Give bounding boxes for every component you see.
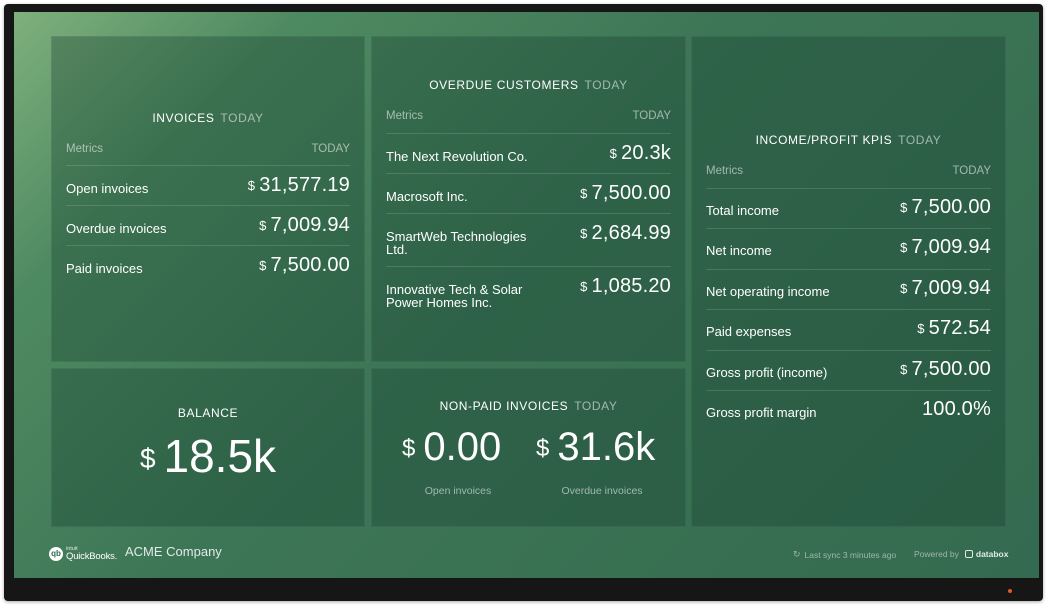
row-label: Macrosoft Inc. bbox=[386, 189, 468, 204]
income-profit-kpis-panel: INCOME/PROFIT KPIS TODAY Metrics TODAY T… bbox=[691, 36, 1006, 527]
table-row: Gross profit margin 100.0% bbox=[706, 390, 991, 430]
invoices-title: INVOICES TODAY bbox=[152, 111, 264, 125]
kpis-title: INCOME/PROFIT KPIS TODAY bbox=[755, 133, 942, 147]
databox-logo-icon: databox bbox=[964, 549, 1008, 559]
row-value: 100.0% bbox=[921, 398, 991, 420]
balance-panel: BALANCE $18.5k bbox=[51, 368, 365, 527]
overdue-period: TODAY bbox=[584, 78, 628, 92]
dashboard-footer: qb intuit QuickBooks. ACME Company ↻ Las… bbox=[14, 532, 1039, 578]
row-label: Net operating income bbox=[706, 284, 830, 299]
company-name: ACME Company bbox=[125, 544, 222, 559]
row-label: Net income bbox=[706, 243, 772, 258]
table-row: Total income $7,500.00 bbox=[706, 188, 991, 228]
header-metrics: Metrics bbox=[386, 110, 424, 122]
row-value: $20.3k bbox=[609, 142, 671, 164]
row-label: Innovative Tech & Solar Power Homes Inc. bbox=[386, 282, 523, 310]
table-row: Net operating income $7,009.94 bbox=[706, 269, 991, 309]
quickbooks-logo-icon: qb intuit QuickBooks. bbox=[49, 545, 117, 563]
table-row: Open invoices $31,577.19 bbox=[66, 165, 350, 205]
powered-by[interactable]: Powered by databox bbox=[914, 549, 1009, 559]
row-value: $7,500.00 bbox=[900, 358, 991, 380]
power-led-icon bbox=[1008, 589, 1012, 593]
overdue-invoices-caption: Overdue invoices bbox=[561, 485, 643, 497]
overdue-table-header: Metrics TODAY bbox=[386, 110, 671, 122]
row-value: $7,009.94 bbox=[900, 277, 991, 299]
row-value: $2,684.99 bbox=[580, 222, 671, 244]
kpis-period: TODAY bbox=[898, 133, 942, 147]
table-row: Gross profit (income) $7,500.00 bbox=[706, 350, 991, 390]
row-label: SmartWeb Technologies Ltd. bbox=[386, 229, 527, 257]
header-period: TODAY bbox=[632, 110, 671, 122]
row-value: $7,009.94 bbox=[900, 236, 991, 258]
row-label: Gross profit (income) bbox=[706, 365, 828, 380]
table-row: Overdue invoices $7,009.94 bbox=[66, 205, 350, 245]
row-label: Overdue invoices bbox=[66, 221, 167, 236]
header-metrics: Metrics bbox=[706, 165, 744, 177]
open-invoices-caption: Open invoices bbox=[424, 485, 492, 497]
tv-frame: INVOICES TODAY Metrics TODAY Open invoic… bbox=[4, 4, 1043, 601]
row-label: Paid expenses bbox=[706, 324, 792, 339]
row-label: Paid invoices bbox=[66, 261, 143, 276]
row-label: The Next Revolution Co. bbox=[386, 149, 528, 164]
invoices-panel: INVOICES TODAY Metrics TODAY Open invoic… bbox=[51, 36, 365, 362]
nonpaid-period: TODAY bbox=[574, 399, 618, 413]
table-row: Innovative Tech & Solar Power Homes Inc.… bbox=[386, 266, 671, 319]
table-row: Paid invoices $7,500.00 bbox=[66, 245, 350, 285]
row-label: Gross profit margin bbox=[706, 405, 817, 420]
row-value: $572.54 bbox=[917, 317, 991, 339]
row-value: $31,577.19 bbox=[247, 174, 350, 196]
nonpaid-title: NON-PAID INVOICES TODAY bbox=[439, 399, 618, 413]
row-value: $7,500.00 bbox=[259, 254, 350, 276]
table-row: The Next Revolution Co. $20.3k bbox=[386, 133, 671, 173]
refresh-icon: ↻ bbox=[793, 549, 801, 559]
overdue-invoices-value: $31.6k bbox=[536, 425, 656, 469]
table-row: Paid expenses $572.54 bbox=[706, 309, 991, 349]
overdue-title: OVERDUE CUSTOMERS TODAY bbox=[429, 78, 628, 92]
overdue-customers-panel: OVERDUE CUSTOMERS TODAY Metrics TODAY Th… bbox=[371, 36, 686, 362]
table-row: Net income $7,009.94 bbox=[706, 228, 991, 268]
row-value: $7,500.00 bbox=[900, 196, 991, 218]
invoices-table-header: Metrics TODAY bbox=[66, 143, 350, 155]
non-paid-invoices-panel: NON-PAID INVOICES TODAY $0.00 Open invoi… bbox=[371, 368, 686, 527]
open-invoices-value: $0.00 bbox=[402, 425, 502, 469]
row-label: Open invoices bbox=[66, 181, 149, 196]
header-period: TODAY bbox=[311, 143, 350, 155]
balance-title: BALANCE bbox=[177, 406, 239, 420]
dashboard-screen: INVOICES TODAY Metrics TODAY Open invoic… bbox=[14, 12, 1039, 578]
header-period: TODAY bbox=[952, 165, 991, 177]
row-value: $7,500.00 bbox=[580, 182, 671, 204]
table-row: Macrosoft Inc. $7,500.00 bbox=[386, 173, 671, 213]
brand-small: intuit bbox=[66, 545, 78, 552]
brand-name: QuickBooks. bbox=[66, 551, 118, 562]
row-label: Total income bbox=[706, 203, 779, 218]
table-row: SmartWeb Technologies Ltd. $2,684.99 bbox=[386, 213, 671, 266]
last-sync-status: ↻ Last sync 3 minutes ago bbox=[793, 549, 897, 560]
row-value: $1,085.20 bbox=[580, 275, 671, 297]
balance-value: $18.5k bbox=[139, 430, 277, 482]
invoices-period: TODAY bbox=[220, 111, 264, 125]
header-metrics: Metrics bbox=[66, 143, 104, 155]
kpis-table-header: Metrics TODAY bbox=[706, 165, 991, 177]
row-value: $7,009.94 bbox=[259, 214, 350, 236]
